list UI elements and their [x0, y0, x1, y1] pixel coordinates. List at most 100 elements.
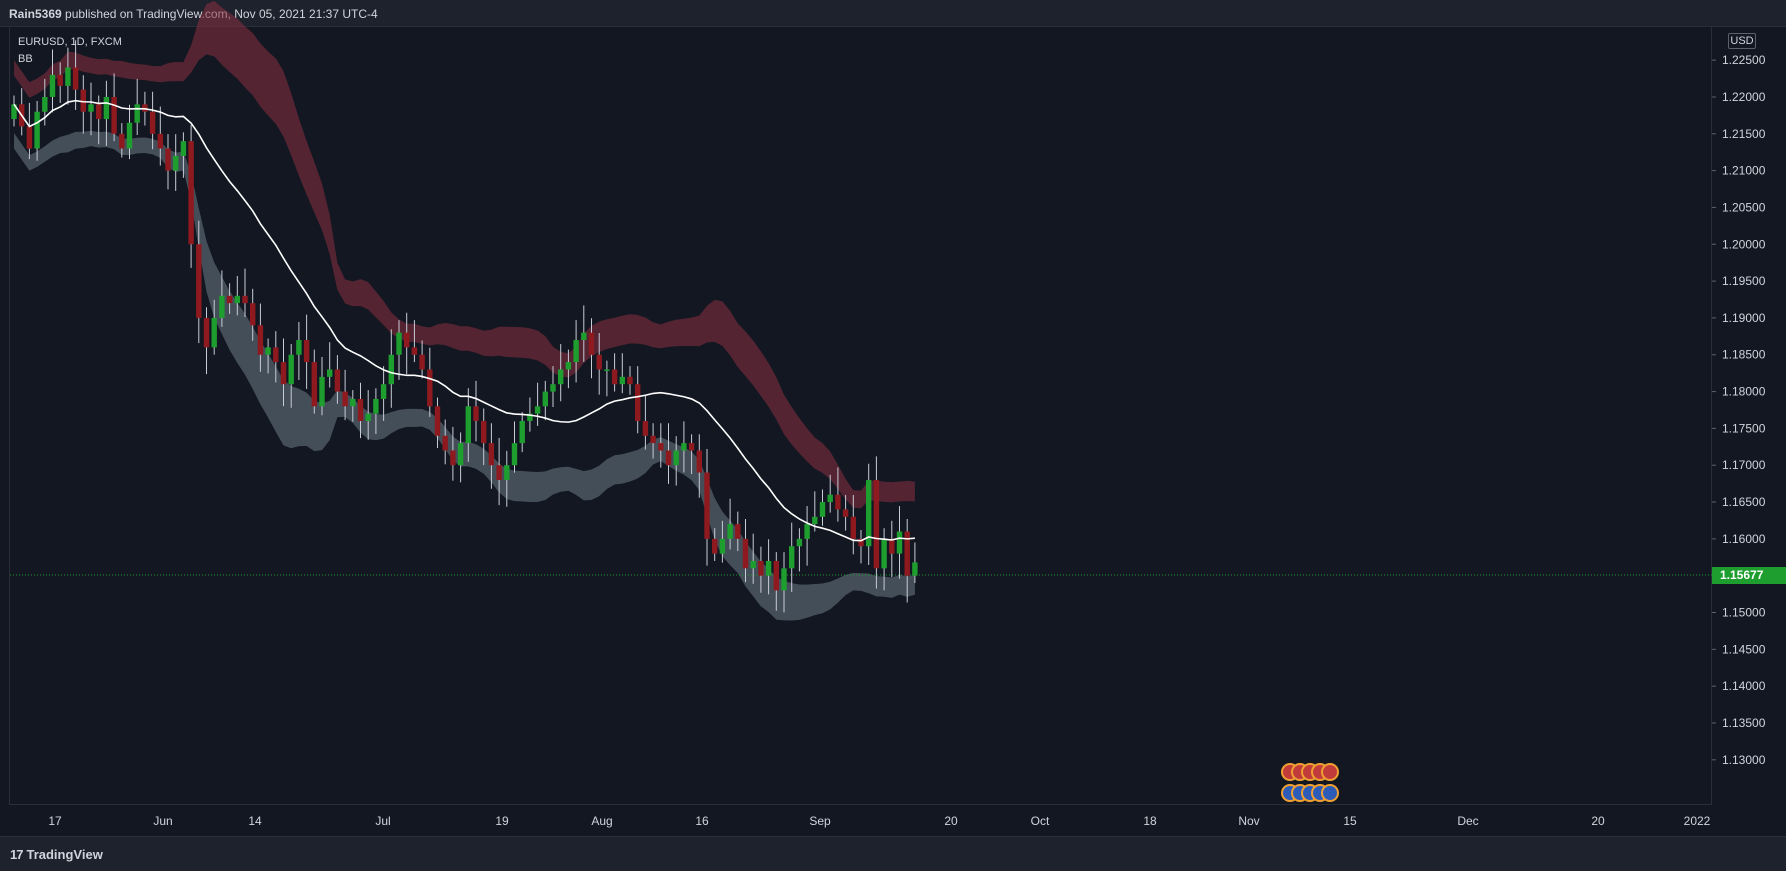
candle	[450, 426, 456, 481]
candle-body	[558, 369, 564, 385]
candle	[488, 423, 495, 489]
candle	[596, 333, 602, 395]
candle	[34, 101, 40, 161]
time-tick-label: 17	[48, 814, 62, 828]
price-tick-label: 1.20500	[1722, 200, 1766, 214]
candle-body	[427, 369, 433, 407]
candle	[411, 320, 418, 363]
candle-body	[658, 443, 664, 451]
candle-body	[388, 354, 394, 385]
time-tick-label: 18	[1143, 814, 1157, 828]
candle	[534, 382, 541, 426]
price-tick-label: 1.13000	[1722, 753, 1766, 767]
candle-body	[211, 317, 217, 348]
price-tick-label: 1.21500	[1722, 127, 1766, 141]
candle-body	[588, 332, 595, 355]
candle	[357, 382, 364, 439]
candle	[688, 434, 695, 475]
candle-body	[688, 443, 695, 451]
candle-body	[519, 421, 525, 444]
candle-body	[642, 421, 649, 436]
symbol-info[interactable]: EURUSD, 1D, FXCM	[18, 36, 122, 48]
candle	[242, 268, 248, 318]
price-tick-label: 1.18500	[1722, 348, 1766, 362]
candle	[388, 329, 394, 408]
candle-body	[103, 96, 110, 120]
candle	[742, 518, 749, 583]
candle-body	[327, 369, 333, 377]
time-axis[interactable]: 17 Jun 14 Jul 19 Aug 16 Sep 20 Oct 18 Nov 15 Dec 20 202…	[48, 814, 1710, 828]
candle-body	[196, 244, 202, 318]
candle-body	[265, 347, 271, 355]
candle-body	[288, 354, 294, 385]
price-tick-label: 1.13500	[1722, 716, 1766, 730]
candle-body	[781, 568, 787, 591]
candle-body	[34, 111, 40, 149]
candle	[273, 331, 279, 383]
candle-body	[704, 472, 710, 539]
candle	[380, 366, 387, 421]
indicator-label[interactable]: BB	[18, 53, 33, 65]
currency-label[interactable]: USD	[1728, 33, 1756, 49]
tradingview-logo-icon: 17	[10, 847, 24, 862]
candle-body	[57, 74, 63, 86]
time-tick-label: 2022	[1684, 814, 1711, 828]
candle	[835, 467, 841, 522]
candle	[165, 134, 171, 190]
economic-event-icon[interactable]	[1321, 763, 1339, 781]
time-tick-label: 19	[495, 814, 509, 828]
candle-body	[319, 376, 325, 407]
candle	[265, 338, 271, 374]
candle-body	[735, 524, 741, 539]
candle	[866, 463, 872, 565]
candle	[442, 419, 448, 465]
candle-body	[149, 111, 156, 134]
candle	[65, 47, 71, 105]
candle-body	[527, 413, 533, 422]
candle-body	[165, 148, 171, 171]
candle-body	[719, 538, 726, 554]
candle-body	[866, 479, 872, 547]
price-axis[interactable]: 1.130001.135001.140001.145001.150001.155…	[1712, 53, 1766, 767]
candle	[650, 423, 656, 459]
economic-event-icon[interactable]	[1321, 784, 1339, 802]
candle	[11, 95, 17, 127]
candle	[350, 390, 356, 422]
bollinger-bands	[14, 0, 915, 621]
price-tick-label: 1.18000	[1722, 385, 1766, 399]
candle	[296, 321, 302, 380]
bb-basis-line	[13, 99, 915, 542]
candle-body	[796, 538, 803, 547]
time-tick-label: Oct	[1031, 814, 1050, 828]
candle	[288, 344, 294, 408]
candle-body	[727, 524, 733, 539]
candle-body	[88, 104, 94, 112]
time-tick-label: Aug	[591, 814, 612, 828]
candle	[173, 134, 179, 191]
candle	[704, 449, 710, 566]
candle-body	[804, 524, 810, 539]
candle-body	[404, 332, 410, 348]
candle	[696, 434, 702, 498]
candle-body	[273, 347, 279, 363]
candle	[219, 270, 225, 327]
candle	[280, 338, 287, 407]
candle	[558, 344, 564, 402]
candle	[419, 340, 425, 379]
candle	[303, 314, 310, 389]
candle-body	[80, 89, 86, 112]
economic-events[interactable]	[1281, 763, 1339, 802]
tradingview-brand[interactable]: 17 TradingView	[10, 847, 103, 862]
candle	[396, 320, 402, 380]
candle	[57, 62, 63, 104]
candle-body	[534, 406, 541, 414]
author-name[interactable]: Rain5369	[9, 7, 62, 21]
candle-body	[49, 74, 56, 97]
candle	[789, 522, 795, 592]
price-tick-label: 1.20000	[1722, 237, 1766, 251]
candle	[496, 437, 502, 506]
candle-body	[250, 303, 256, 326]
time-tick-label: Jul	[375, 814, 390, 828]
candle	[434, 397, 441, 448]
candlestick-chart[interactable]: 1.130001.135001.140001.145001.150001.155…	[0, 0, 1786, 836]
